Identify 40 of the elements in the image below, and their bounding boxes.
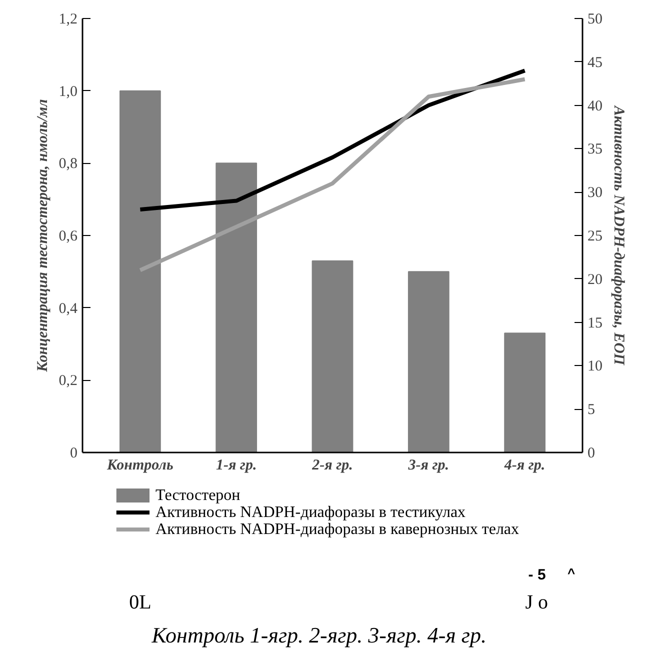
y2-tick-label: 40 bbox=[588, 98, 602, 114]
bar bbox=[216, 162, 258, 452]
text: Контроль 1-ягр. 2-ягр. 3-ягр. 4-я гр. bbox=[150, 622, 486, 648]
x-tick-label: 4-я гр. bbox=[503, 458, 546, 474]
bar bbox=[504, 332, 546, 452]
legend-label: Активность NADPH-диафоразы в тестикулах bbox=[156, 504, 466, 521]
y-tick-label: 1,2 bbox=[58, 12, 78, 28]
y-tick-label: 0,6 bbox=[58, 228, 78, 244]
y2-tick-label: 15 bbox=[588, 315, 602, 332]
y2-tick-label: 20 bbox=[588, 272, 602, 288]
y2-tick-label: 0 bbox=[588, 446, 595, 462]
x-tick-label: Контроль bbox=[106, 458, 174, 474]
x-tick-label: 1-я гр. bbox=[216, 458, 257, 474]
y2-tick-label: 25 bbox=[588, 228, 602, 244]
y2-tick-label: 10 bbox=[588, 358, 602, 375]
text: J o bbox=[525, 592, 548, 614]
y2-axis-title: Активность NADPH-диафоразы, ЕОП bbox=[610, 104, 626, 366]
y-tick-label: 0,2 bbox=[58, 373, 78, 390]
x-tick-label: 3-я гр. bbox=[407, 458, 450, 474]
bar bbox=[120, 90, 161, 452]
line-series bbox=[138, 77, 527, 272]
bar bbox=[312, 260, 354, 452]
y-tick-label: 0,4 bbox=[58, 300, 78, 317]
y2-tick-label: 45 bbox=[588, 54, 602, 71]
legend-label: Активность NADPH-диафоразы в кавернозных телах bbox=[156, 521, 520, 538]
line-series bbox=[138, 68, 527, 212]
legend-label: Тестостерон bbox=[156, 487, 241, 504]
bar bbox=[408, 271, 450, 452]
y2-tick-label: 30 bbox=[588, 185, 602, 202]
x-tick-label: 2-я гр. bbox=[311, 458, 353, 474]
y2-tick-label: 35 bbox=[588, 142, 602, 158]
y2-tick-label: 5 bbox=[588, 402, 595, 418]
y-tick-label: 1,0 bbox=[58, 84, 78, 100]
y-axis-title: Концентрация тестостерона, нмоль/мл bbox=[34, 98, 51, 373]
y-tick-label: 0 bbox=[70, 446, 78, 462]
y2-tick-label: 50 bbox=[588, 12, 602, 28]
text: 0L bbox=[129, 592, 152, 614]
text: - 5 bbox=[528, 566, 546, 584]
y-tick-label: 0,8 bbox=[58, 156, 78, 172]
text: ^ bbox=[567, 566, 576, 580]
